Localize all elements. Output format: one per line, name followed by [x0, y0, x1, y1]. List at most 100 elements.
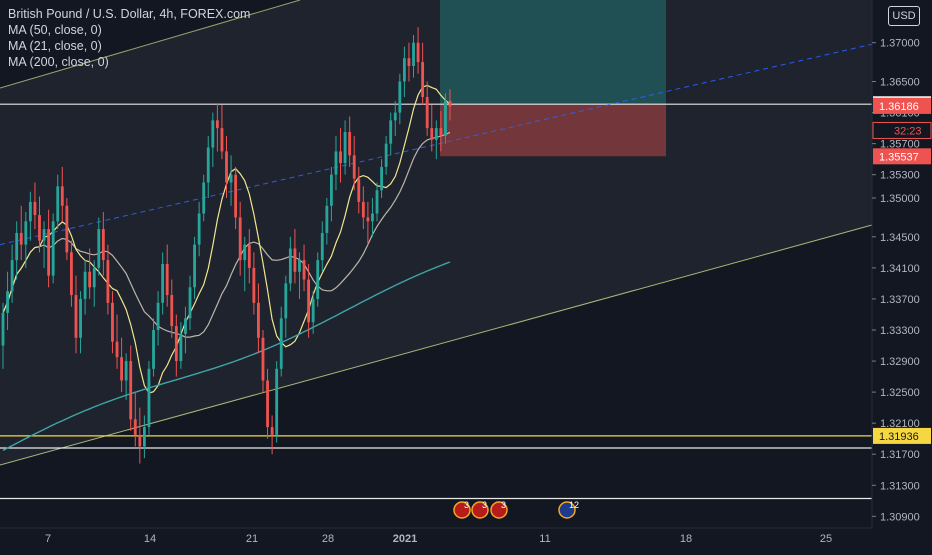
indicator-ma50[interactable]: MA (50, close, 0): [8, 23, 102, 37]
candle-body: [298, 260, 301, 272]
candle-body: [425, 97, 429, 129]
candle-body: [188, 287, 192, 319]
event-marker-icon: [490, 501, 508, 519]
candle-body: [24, 221, 28, 245]
symbol-title: British Pound / U.S. Dollar, 4h, FOREX.c…: [8, 7, 251, 21]
candle-body: [257, 302, 260, 338]
price-tick-label: 1.35700: [880, 139, 920, 151]
candle-body: [352, 155, 356, 179]
candle-body: [174, 326, 178, 362]
candle-body: [165, 264, 169, 296]
event-marker-count: 3: [482, 500, 487, 510]
price-axis: [872, 0, 932, 550]
time-tick-label: 28: [322, 533, 334, 545]
candle-body: [316, 260, 320, 299]
time-tick-label: 7: [45, 533, 51, 545]
price-tick-label: 1.35000: [880, 193, 920, 205]
candle-body: [97, 229, 101, 268]
candle-body: [252, 267, 256, 303]
candle-body: [307, 279, 311, 323]
candle-body: [293, 248, 297, 272]
ma50-line: [2, 131, 451, 338]
candle-body: [142, 427, 146, 447]
candle-body: [28, 201, 32, 222]
price-tick-label: 1.33300: [880, 325, 920, 337]
event-marker-icon: [558, 501, 576, 519]
candle-body: [115, 341, 119, 358]
price-tick-label: 1.37000: [880, 38, 920, 50]
candle-body: [106, 260, 110, 303]
candle-body: [10, 260, 14, 292]
candle-body: [402, 58, 406, 82]
countdown-label: 32:23: [894, 125, 922, 137]
candle-body: [234, 174, 238, 218]
time-tick-label: 25: [820, 533, 832, 545]
candle-body: [334, 151, 338, 175]
candle-body: [79, 298, 82, 338]
candle-body: [51, 221, 55, 276]
candle-body: [430, 128, 434, 140]
candle-body: [270, 427, 274, 435]
candle-body: [101, 229, 105, 261]
candle-body: [6, 291, 9, 313]
candle-body: [74, 295, 78, 338]
time-tick-label: 2021: [393, 533, 417, 545]
loss-zone: [440, 104, 666, 157]
candle-body: [92, 267, 96, 288]
candle-body: [357, 178, 361, 202]
candle-body: [275, 368, 279, 435]
price-tick-label: 1.34500: [880, 232, 920, 244]
indicator-ma200[interactable]: MA (200, close, 0): [8, 55, 109, 69]
price-label: 1.31936: [879, 431, 919, 443]
candle-body: [247, 244, 251, 268]
time-tick-label: 18: [680, 533, 692, 545]
channel-fill: [0, 0, 872, 465]
price-tick-label: 1.31700: [880, 449, 920, 461]
time-tick-label: 21: [246, 533, 258, 545]
candle-body: [361, 201, 365, 218]
price-label: 1.35537: [879, 151, 919, 163]
candle-body: [434, 128, 438, 140]
candle-body: [47, 229, 51, 276]
candle-body: [15, 232, 19, 261]
candle-body: [375, 190, 379, 214]
time-tick-label: 14: [144, 533, 156, 545]
price-label: 1.36186: [879, 101, 919, 113]
candle-body: [448, 100, 452, 107]
candle-body: [42, 229, 46, 241]
candle-body: [161, 264, 165, 303]
currency-button[interactable]: USD: [888, 6, 920, 26]
candle-body: [416, 42, 420, 63]
event-marker-count: 3: [464, 500, 469, 510]
candle-body: [152, 330, 155, 369]
candle-body: [311, 298, 315, 323]
price-tick-label: 1.35300: [880, 170, 920, 182]
candle-body: [380, 166, 383, 191]
price-tick-label: 1.34100: [880, 263, 920, 275]
price-label-box: [873, 148, 931, 165]
candle-body: [202, 182, 206, 214]
ma200-line: [2, 261, 451, 452]
candle-body: [129, 361, 133, 420]
candle-body: [320, 232, 324, 261]
candle-body: [266, 380, 269, 428]
candle-body: [83, 271, 87, 299]
price-tick-label: 1.31300: [880, 480, 920, 492]
candle-body: [371, 213, 374, 222]
candle-body: [229, 174, 233, 183]
candle-body: [124, 361, 128, 381]
indicator-ma21[interactable]: MA (21, close, 0): [8, 39, 102, 53]
candle-body: [60, 186, 64, 206]
candle-body: [279, 318, 283, 369]
price-tick-label: 1.32100: [880, 418, 920, 430]
candle-body: [412, 42, 415, 66]
candle-body: [302, 260, 306, 280]
candle-body: [120, 357, 124, 381]
candle-body: [398, 81, 402, 113]
candle-body: [88, 271, 92, 288]
price-tick-label: 1.33700: [880, 294, 920, 306]
candle-body: [179, 333, 183, 362]
candle-body: [261, 337, 265, 381]
